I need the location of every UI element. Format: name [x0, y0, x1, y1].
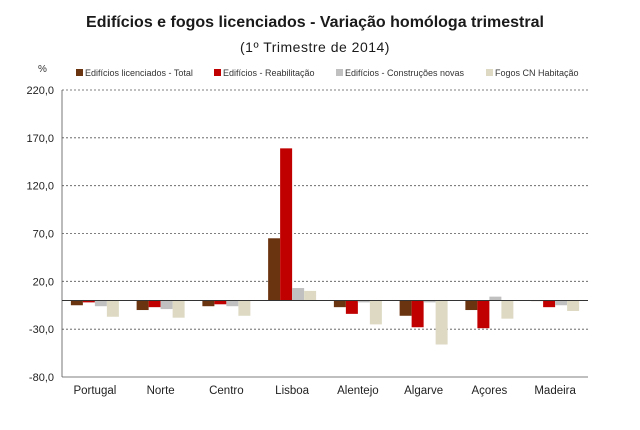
bar: [226, 300, 239, 307]
bar: [148, 300, 161, 308]
legend-label: Edifícios licenciados - Total: [85, 68, 193, 78]
y-tick-label: 20,0: [33, 276, 54, 288]
bar: [369, 300, 382, 325]
x-tick-label: Centro: [209, 385, 244, 397]
legend-label: Edifícios - Construções novas: [345, 68, 465, 78]
legend-swatch: [486, 69, 493, 76]
x-tick-label: Algarve: [404, 385, 443, 397]
x-axis-labels: Portugal Norte Centro Lisboa Alentejo Algarve…: [73, 385, 576, 397]
bar: [477, 300, 490, 329]
bar: [489, 296, 502, 301]
y-tick-label: 70,0: [33, 229, 54, 241]
y-tick-label: 170,0: [26, 133, 54, 145]
legend-swatch: [214, 69, 221, 76]
x-tick-label: Açores: [471, 385, 507, 397]
bar: [70, 300, 83, 306]
y-axis-ticks: 220,0 170,0 120,0 70,0 20,0 -30,0 -80,0: [26, 85, 54, 384]
y-tick-label: 120,0: [26, 181, 54, 193]
y-tick-label: 220,0: [26, 85, 54, 97]
bar: [423, 300, 436, 303]
bar: [238, 300, 251, 316]
bar: [304, 290, 317, 301]
bar: [357, 300, 370, 303]
legend-swatch: [76, 69, 83, 76]
bar: [399, 300, 412, 316]
bar: [82, 300, 95, 303]
y-unit-label: %: [38, 64, 47, 75]
bars: [70, 148, 580, 345]
bar: [333, 300, 346, 308]
bar: [136, 300, 149, 311]
bar: [435, 300, 448, 345]
bar: [345, 300, 358, 314]
x-tick-label: Norte: [147, 385, 175, 397]
axes: [61, 90, 588, 378]
bar: [411, 300, 424, 328]
gridlines: [62, 89, 588, 330]
legend-label: Fogos CN Habitação: [495, 68, 579, 78]
x-tick-label: Lisboa: [275, 385, 309, 397]
y-tick-label: -80,0: [29, 372, 54, 384]
bar: [280, 148, 293, 301]
bar: [214, 300, 227, 305]
bar: [202, 300, 215, 307]
x-tick-label: Portugal: [73, 385, 116, 397]
legend: Edifícios licenciados - Total Edifícios -…: [76, 68, 579, 78]
legend-swatch: [336, 69, 343, 76]
x-tick-label: Madeira: [534, 385, 576, 397]
x-tick-label: Alentejo: [337, 385, 379, 397]
bar: [543, 300, 556, 308]
bar: [94, 300, 107, 307]
bar: [172, 300, 185, 318]
bar: [160, 300, 173, 310]
bar: [555, 300, 568, 306]
chart-title: Edifícios e fogos licenciados - Variação…: [86, 14, 544, 31]
bar: [567, 300, 580, 311]
y-tick-label: -30,0: [29, 324, 54, 336]
bar: [106, 300, 119, 317]
bar: [501, 300, 514, 319]
legend-label: Edifícios - Reabilitação: [223, 68, 315, 78]
bar: [465, 300, 478, 311]
chart-subtitle: (1º Trimestre de 2014): [240, 39, 390, 55]
bar: [292, 288, 305, 301]
bar: [268, 238, 281, 301]
